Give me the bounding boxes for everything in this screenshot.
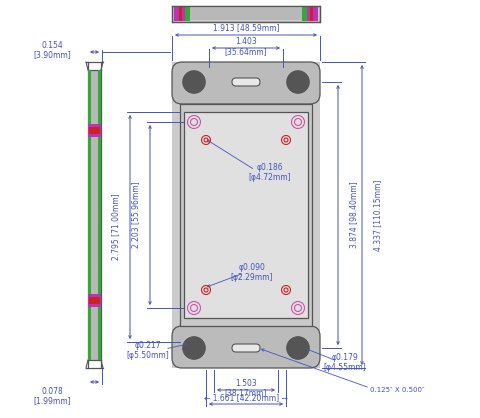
Bar [179, 7, 182, 21]
Bar [313, 7, 318, 21]
Bar [172, 62, 320, 368]
Bar [180, 104, 312, 326]
Text: 2.795 [71.00mm]: 2.795 [71.00mm] [111, 194, 120, 260]
Text: φ0.179: φ0.179 [332, 352, 359, 362]
Circle shape [190, 78, 198, 86]
Bar [88, 294, 101, 307]
FancyBboxPatch shape [232, 344, 260, 352]
Bar [88, 70, 101, 360]
Bar [88, 70, 91, 360]
Circle shape [183, 71, 205, 93]
Text: [1.99mm]: [1.99mm] [33, 397, 71, 405]
Bar [310, 7, 313, 21]
Bar [184, 112, 308, 318]
FancyBboxPatch shape [172, 326, 320, 368]
Circle shape [190, 344, 198, 352]
Bar [302, 7, 318, 21]
Bar [174, 7, 190, 21]
Text: φ0.090: φ0.090 [239, 263, 265, 273]
Text: [35.64mm]: [35.64mm] [225, 48, 267, 56]
Circle shape [287, 71, 309, 93]
Circle shape [291, 341, 305, 355]
Text: [38.17mm]: [38.17mm] [225, 388, 267, 398]
Text: [φ4.72mm]: [φ4.72mm] [249, 173, 291, 183]
Bar [182, 7, 185, 21]
FancyBboxPatch shape [172, 62, 320, 104]
Bar [174, 8, 318, 20]
Bar [89, 127, 100, 134]
Text: 1.403: 1.403 [235, 38, 257, 46]
Text: ← 1.661 [42.20mm] →: ← 1.661 [42.20mm] → [204, 393, 288, 403]
Text: 4.337 [110.15mm]: 4.337 [110.15mm] [373, 179, 383, 251]
Text: 0.078: 0.078 [41, 387, 63, 395]
Text: 1.913 [48.59mm]: 1.913 [48.59mm] [213, 23, 279, 33]
Circle shape [294, 78, 302, 86]
Circle shape [294, 344, 302, 352]
Text: 2.203 [55.96mm]: 2.203 [55.96mm] [132, 182, 141, 248]
Bar [174, 7, 179, 21]
Text: φ0.186: φ0.186 [257, 163, 283, 173]
Circle shape [187, 341, 201, 355]
Bar [88, 124, 101, 137]
Text: 1.503: 1.503 [235, 379, 257, 387]
Circle shape [291, 75, 305, 89]
Text: [φ5.50mm]: [φ5.50mm] [127, 351, 169, 359]
Text: [φ2.29mm]: [φ2.29mm] [231, 273, 273, 283]
Bar [89, 297, 100, 304]
Bar [172, 6, 320, 22]
Bar [98, 70, 101, 360]
Circle shape [183, 337, 205, 359]
FancyBboxPatch shape [232, 78, 260, 86]
Text: 0.154: 0.154 [41, 41, 63, 49]
Text: 0.125″ X 0.500″: 0.125″ X 0.500″ [370, 387, 425, 393]
Circle shape [187, 75, 201, 89]
Text: [φ4.55mm]: [φ4.55mm] [324, 362, 366, 372]
Text: φ0.217: φ0.217 [135, 341, 161, 349]
Circle shape [287, 337, 309, 359]
Bar [307, 7, 310, 21]
Text: 3.874 [98.40mm]: 3.874 [98.40mm] [349, 182, 359, 248]
Text: [3.90mm]: [3.90mm] [33, 51, 71, 59]
